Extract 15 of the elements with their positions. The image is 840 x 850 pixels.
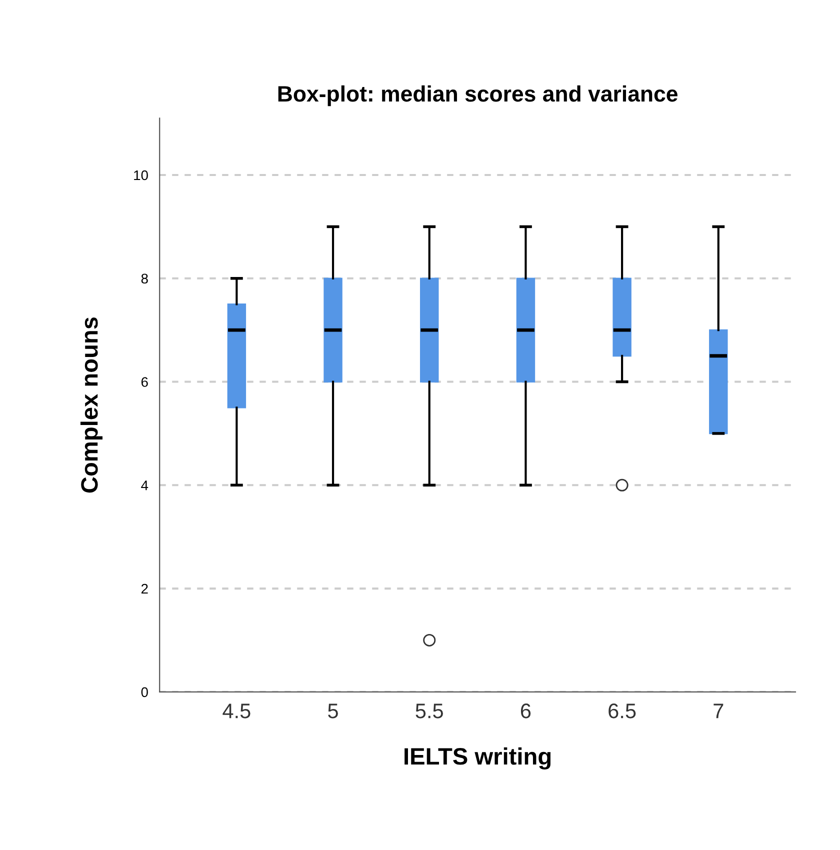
y-tick-label: 4 — [141, 480, 148, 490]
y-tick-label: 2 — [141, 584, 148, 594]
y-tick-label: 10 — [134, 170, 148, 180]
x-tick-label: 5 — [328, 704, 338, 718]
x-tick-label: 6.5 — [608, 704, 636, 718]
x-tick-label: 6 — [520, 704, 531, 718]
y-axis-title: Complex nouns — [80, 317, 102, 493]
y-tick-label: 0 — [141, 687, 148, 698]
y-tick-label: 8 — [141, 274, 148, 284]
chart-title: Box-plot: median scores and variance — [278, 85, 678, 106]
x-tick-label: 4.5 — [222, 704, 250, 718]
x-axis-title: IELTS writing — [404, 747, 551, 770]
x-tick-label: 5.5 — [416, 704, 443, 718]
x-tick-label: 7 — [714, 704, 724, 718]
y-tick-label: 6 — [141, 377, 148, 387]
